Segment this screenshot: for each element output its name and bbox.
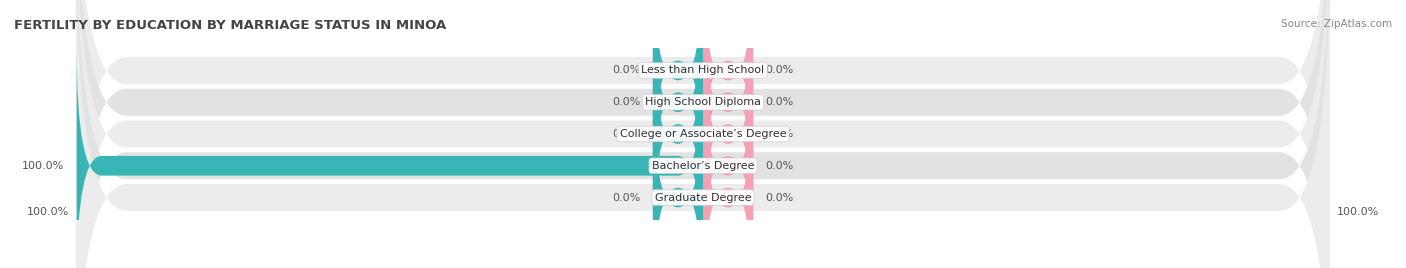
Text: 100.0%: 100.0% — [27, 207, 69, 217]
FancyBboxPatch shape — [703, 49, 754, 268]
FancyBboxPatch shape — [77, 0, 1329, 268]
FancyBboxPatch shape — [703, 80, 754, 268]
Text: Bachelor’s Degree: Bachelor’s Degree — [652, 161, 754, 171]
FancyBboxPatch shape — [77, 0, 1329, 268]
Text: 0.0%: 0.0% — [766, 97, 794, 107]
Text: 0.0%: 0.0% — [766, 192, 794, 203]
Text: 0.0%: 0.0% — [766, 161, 794, 171]
FancyBboxPatch shape — [652, 17, 703, 251]
Text: 0.0%: 0.0% — [612, 97, 640, 107]
Text: 0.0%: 0.0% — [766, 129, 794, 139]
Text: Less than High School: Less than High School — [641, 65, 765, 76]
Text: 0.0%: 0.0% — [766, 65, 794, 76]
Text: 0.0%: 0.0% — [612, 65, 640, 76]
Text: FERTILITY BY EDUCATION BY MARRIAGE STATUS IN MINOA: FERTILITY BY EDUCATION BY MARRIAGE STATU… — [14, 19, 446, 32]
Text: High School Diploma: High School Diploma — [645, 97, 761, 107]
FancyBboxPatch shape — [703, 0, 754, 219]
FancyBboxPatch shape — [703, 17, 754, 251]
FancyBboxPatch shape — [652, 0, 703, 219]
FancyBboxPatch shape — [652, 80, 703, 268]
FancyBboxPatch shape — [703, 0, 754, 188]
FancyBboxPatch shape — [77, 49, 703, 268]
Text: Source: ZipAtlas.com: Source: ZipAtlas.com — [1281, 19, 1392, 29]
FancyBboxPatch shape — [652, 0, 703, 188]
FancyBboxPatch shape — [77, 0, 1329, 268]
FancyBboxPatch shape — [77, 0, 1329, 268]
Text: 100.0%: 100.0% — [1337, 207, 1379, 217]
Text: 0.0%: 0.0% — [612, 192, 640, 203]
FancyBboxPatch shape — [77, 0, 1329, 268]
Text: Graduate Degree: Graduate Degree — [655, 192, 751, 203]
Text: 0.0%: 0.0% — [612, 129, 640, 139]
Text: College or Associate’s Degree: College or Associate’s Degree — [620, 129, 786, 139]
Text: 100.0%: 100.0% — [22, 161, 65, 171]
